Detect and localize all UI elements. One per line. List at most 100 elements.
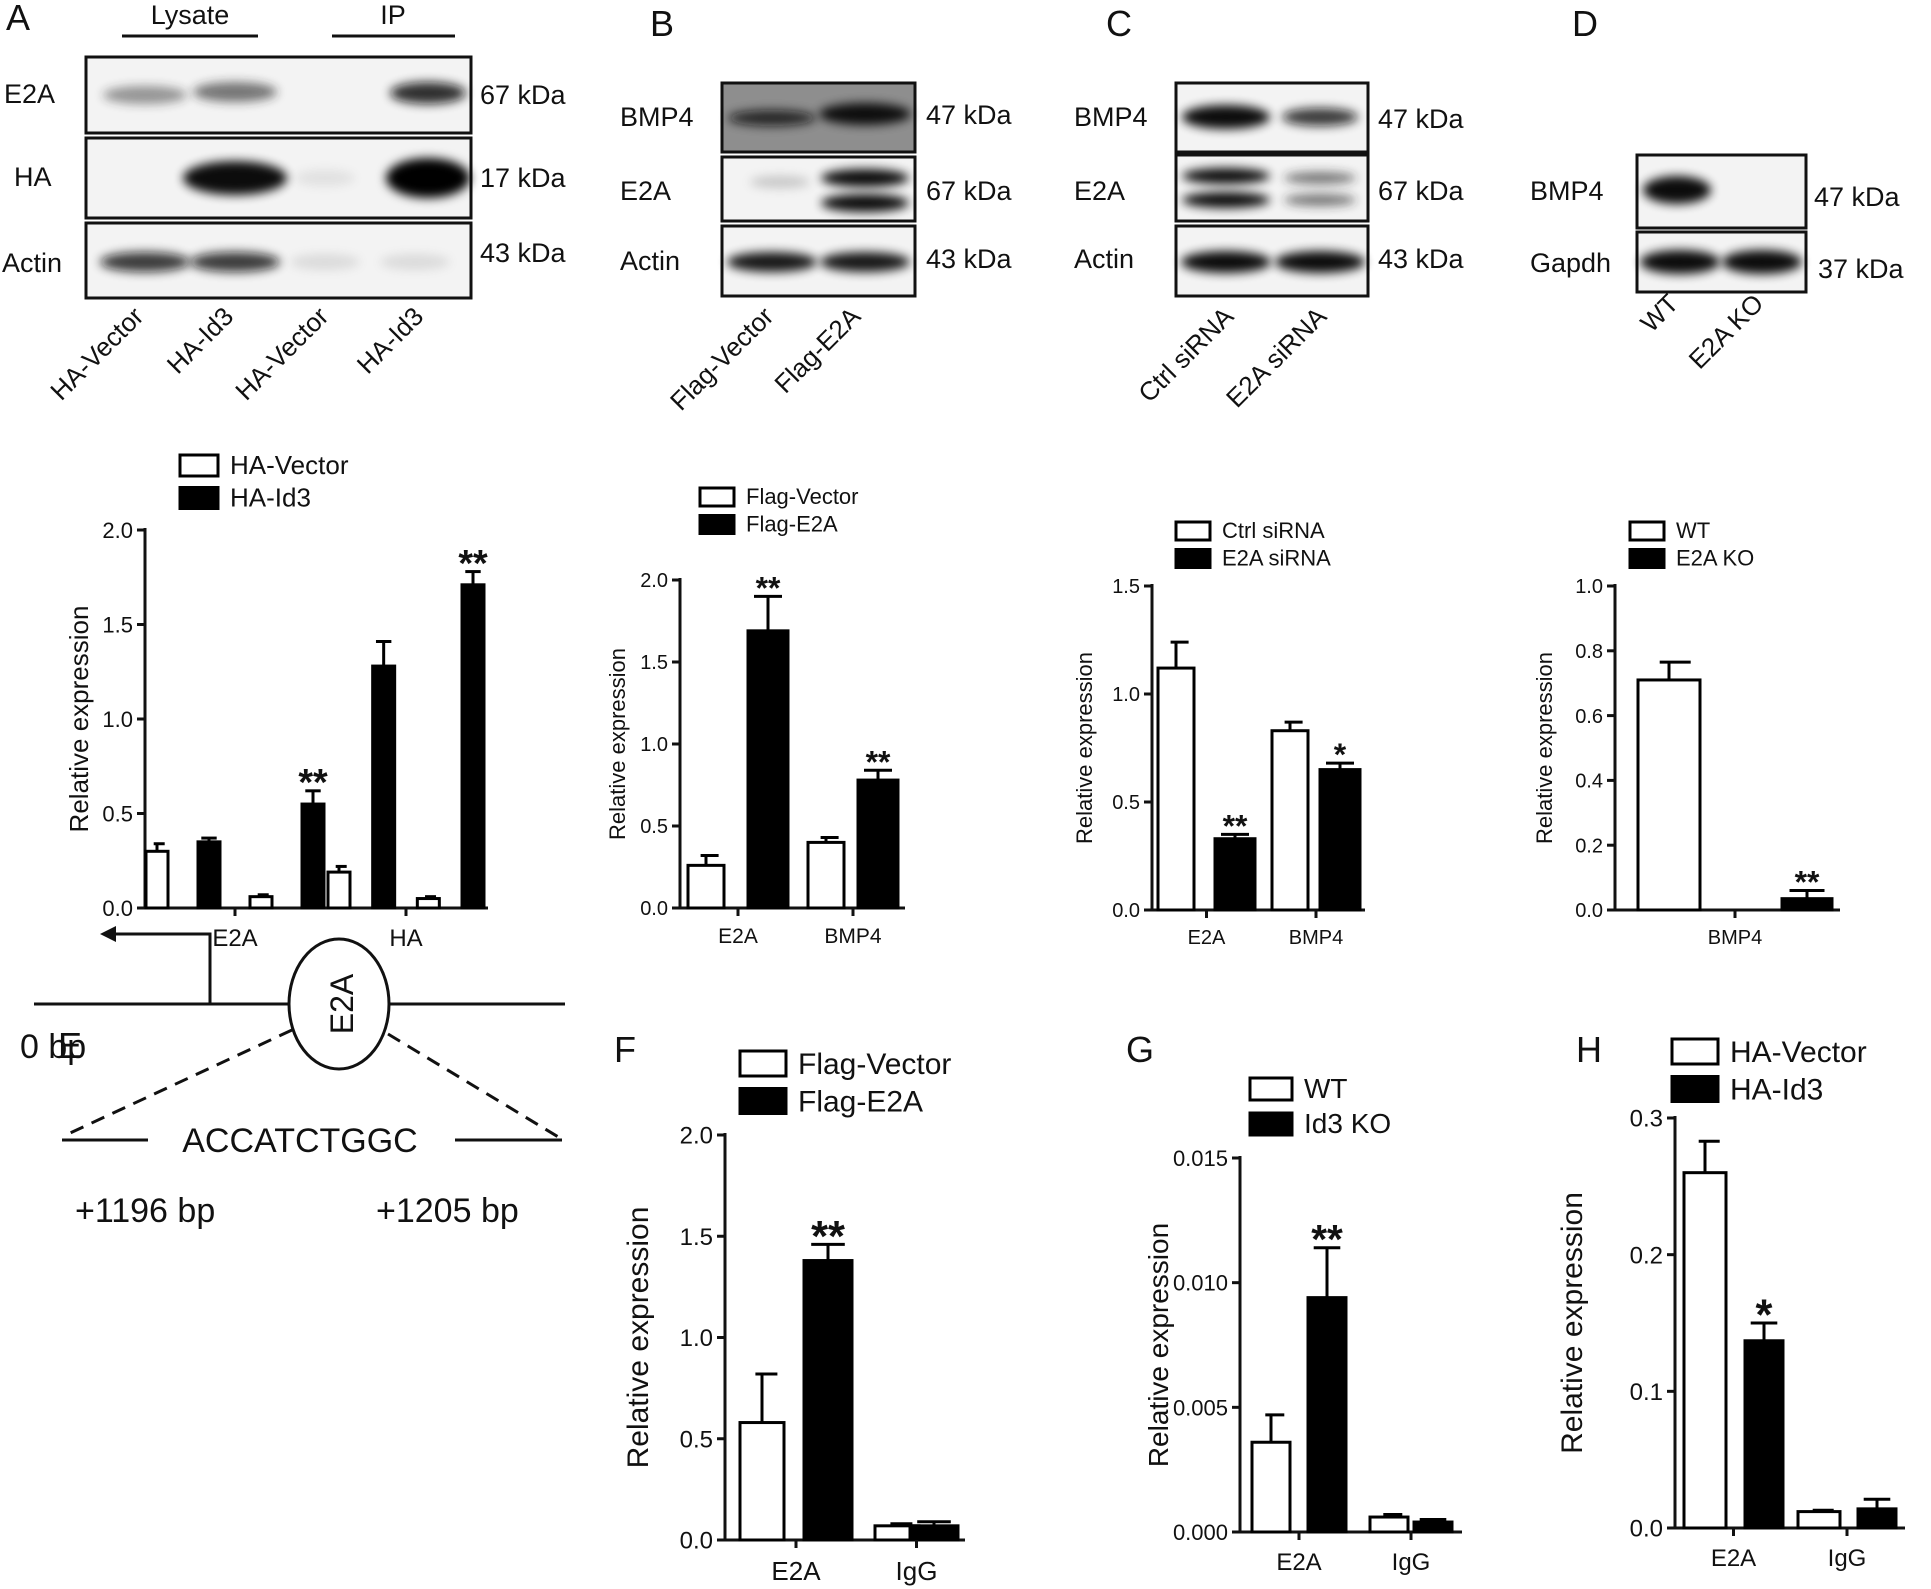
bar	[326, 870, 352, 910]
kda-label: 47 kDa	[1814, 182, 1901, 212]
y-tick-label: 0.000	[1173, 1520, 1228, 1545]
x-tick-label: BMP4	[1289, 927, 1343, 949]
y-axis-label: Relative expression	[1072, 652, 1097, 844]
y-axis-label: Relative expression	[605, 648, 630, 840]
y-tick-label: 1.0	[102, 707, 133, 732]
legend-label: Flag-E2A	[746, 512, 838, 537]
bar	[738, 1421, 786, 1542]
legend-label: E2A siRNA	[1222, 546, 1331, 571]
x-tick-label: E2A	[212, 925, 257, 952]
legend-swatch	[738, 1049, 788, 1078]
row-label: BMP4	[620, 102, 694, 132]
bar	[1412, 1520, 1454, 1534]
band	[295, 170, 355, 186]
significance-marker: *	[1756, 1292, 1773, 1340]
y-tick-label: 0.3	[1630, 1106, 1663, 1133]
bar	[371, 664, 397, 910]
y-tick-label: 0.6	[1575, 706, 1603, 728]
band	[1640, 250, 1720, 274]
blot-c: BMP4 E2A Actin 47 kDa 67 kDa 43 kDa Ctrl…	[1074, 81, 1465, 413]
y-tick-label: 0.015	[1173, 1146, 1228, 1171]
band	[1182, 105, 1270, 129]
legend-swatch	[1248, 1076, 1294, 1102]
legend-label: HA-Vector	[230, 450, 349, 480]
legend-label: WT	[1676, 518, 1710, 543]
lane-label: WT	[1634, 288, 1684, 338]
y-tick-label: 1.0	[640, 734, 668, 756]
y-tick-label: 0.005	[1173, 1395, 1228, 1420]
bar	[1796, 1510, 1842, 1530]
legend-swatch	[1628, 548, 1666, 569]
dash-right	[387, 1032, 561, 1140]
panel-letter-c: C	[1106, 3, 1132, 44]
significance-marker: **	[1223, 808, 1248, 844]
binding-sequence: ACCATCTGGC	[182, 1122, 417, 1160]
y-tick-label: 0.0	[680, 1528, 713, 1555]
bar	[1156, 666, 1196, 912]
y-tick-label: 0.5	[640, 816, 668, 838]
legend-swatch	[738, 1087, 788, 1115]
y-tick-label: 2.0	[680, 1123, 713, 1150]
row-label: E2A	[620, 176, 671, 206]
group-label-lysate: Lysate	[151, 0, 230, 30]
row-label: HA	[14, 162, 52, 192]
legend-swatch	[1670, 1075, 1720, 1103]
bar	[1250, 1440, 1292, 1534]
band	[103, 86, 187, 104]
y-axis-label: Relative expression	[1143, 1223, 1174, 1467]
row-label: BMP4	[1074, 102, 1148, 132]
band	[190, 252, 280, 272]
y-tick-label: 2.0	[102, 518, 133, 543]
panel-letter-d: D	[1572, 3, 1598, 44]
bar-chart-g: 0.000 0.005 0.010 0.015 Relative expression E…	[1143, 1073, 1462, 1576]
y-tick-label: 0.010	[1173, 1271, 1228, 1296]
bar	[1306, 1296, 1348, 1534]
significance-marker: **	[811, 1213, 845, 1261]
legend-label: HA-Id3	[230, 483, 311, 513]
band	[727, 252, 817, 272]
significance-marker: **	[1311, 1216, 1343, 1262]
y-tick-label: 0.0	[102, 896, 133, 921]
bar	[1780, 897, 1834, 912]
bar	[1368, 1515, 1410, 1534]
legend-swatch	[1670, 1037, 1720, 1066]
legend-label: Ctrl siRNA	[1222, 518, 1325, 543]
y-tick-label: 0.5	[102, 801, 133, 826]
band	[1722, 250, 1802, 274]
band	[1284, 172, 1356, 184]
legend-swatch	[178, 486, 220, 510]
bar-chart-b: 0.0 0.5 1.0 1.5 2.0 Relative expression E2A ** B…	[605, 484, 905, 948]
bar	[1270, 729, 1310, 912]
y-tick-label: 0.0	[1630, 1516, 1663, 1543]
e2a-binding-site	[287, 937, 391, 1071]
lane-label: HA-Vector	[229, 301, 334, 406]
bar	[1636, 678, 1702, 912]
row-label: E2A	[4, 79, 55, 109]
y-tick-label: 1.5	[102, 612, 133, 637]
x-tick-label: E2A	[1188, 927, 1226, 949]
significance-marker: **	[458, 542, 488, 584]
panel-letter-f: F	[614, 1029, 636, 1070]
legend-swatch	[698, 514, 736, 535]
x-tick-label: IgG	[1828, 1545, 1867, 1572]
legend-swatch	[1628, 520, 1666, 542]
kda-label: 47 kDa	[926, 100, 1013, 130]
band	[1181, 251, 1271, 273]
row-label: Actin	[1074, 244, 1134, 274]
y-tick-label: 0.2	[1575, 835, 1603, 857]
bar-chart-d: 0.0 0.2 0.4 0.6 0.8 1.0 Relative expression BMP…	[1532, 518, 1840, 949]
row-label: E2A	[1074, 176, 1125, 206]
lane-label: HA-Id3	[161, 301, 239, 379]
bar	[1743, 1339, 1785, 1530]
y-axis-label: Relative expression	[1556, 1192, 1589, 1454]
legend-label: Id3 KO	[1304, 1108, 1391, 1139]
y-tick-label: 1.0	[1575, 576, 1603, 598]
dash-left	[67, 1028, 293, 1136]
y-tick-label: 1.0	[680, 1325, 713, 1352]
bar-chart-h: 0.0 0.1 0.2 0.3 Relative expression E2A * IgG HA…	[1556, 1036, 1905, 1572]
band	[390, 82, 466, 104]
panel-letter-h: H	[1576, 1029, 1602, 1070]
panel-letter-e: E	[58, 1025, 82, 1066]
x-tick-label: E2A	[718, 925, 758, 948]
